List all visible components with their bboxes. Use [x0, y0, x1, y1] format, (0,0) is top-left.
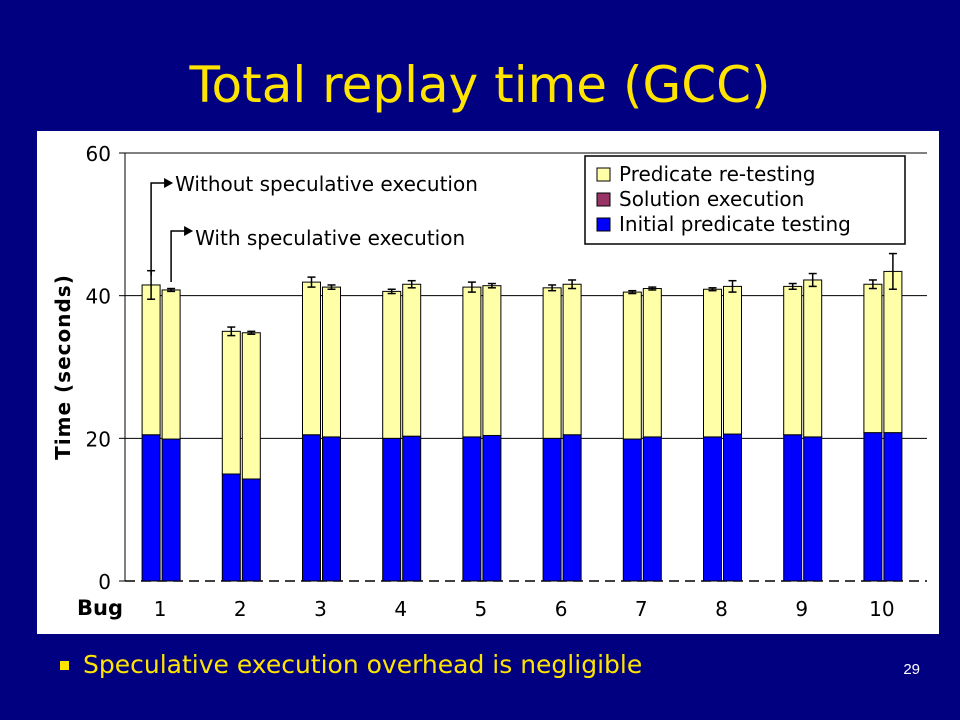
annotation-arrow-without	[150, 182, 166, 276]
bar-initial-predicate-testing	[723, 433, 742, 582]
stacked-bar-chart: 0 20 40 60 Time (seconds) Bug 1 2 3 4 5 6 7 8 9 10 Predi…	[51, 142, 927, 621]
x-tick-label: 9	[795, 597, 808, 621]
y-tick-label: 40	[86, 285, 111, 309]
bar-predicate-retesting	[382, 290, 402, 439]
bar-initial-predicate-testing	[783, 434, 803, 582]
annotation-arrowhead	[184, 226, 194, 236]
legend-label: Solution execution	[619, 187, 804, 211]
annotation-arrow-with	[170, 230, 186, 282]
chart-panel: 0 20 40 60 Time (seconds) Bug 1 2 3 4 5 6 7 8 9 10 Predi…	[37, 131, 939, 634]
bar-initial-predicate-testing	[803, 436, 823, 582]
bar-initial-predicate-testing	[221, 473, 241, 582]
bullet-text: Speculative execution overhead is neglig…	[83, 650, 643, 679]
x-tick-label: 4	[394, 597, 407, 621]
legend-label: Predicate re-testing	[619, 162, 815, 186]
bar-predicate-retesting	[141, 284, 161, 436]
x-tick-label: 2	[234, 597, 247, 621]
x-tick-label: 1	[154, 597, 167, 621]
bar-predicate-retesting	[803, 279, 823, 438]
x-tick-label: 3	[314, 597, 327, 621]
legend-label: Initial predicate testing	[619, 212, 851, 236]
bar-predicate-retesting	[642, 288, 662, 438]
bar-initial-predicate-testing	[863, 432, 883, 582]
bar-predicate-retesting	[783, 285, 803, 436]
bar-predicate-retesting	[161, 289, 181, 440]
y-tick-label: 0	[98, 570, 111, 594]
x-tick-label: 5	[475, 597, 488, 621]
y-axis-label: Time (seconds)	[51, 274, 75, 460]
legend-swatch	[596, 217, 611, 232]
bar-predicate-retesting	[482, 285, 502, 436]
bar-predicate-retesting	[462, 286, 482, 438]
bar-initial-predicate-testing	[161, 438, 181, 582]
bar-predicate-retesting	[883, 270, 903, 434]
bar-initial-predicate-testing	[322, 436, 341, 582]
bar-predicate-retesting	[402, 283, 422, 437]
bar-initial-predicate-testing	[462, 436, 482, 582]
bar-predicate-retesting	[241, 332, 261, 480]
bar-initial-predicate-testing	[703, 436, 722, 582]
bar-predicate-retesting	[562, 283, 582, 436]
bullet-square-icon	[60, 660, 69, 670]
annotation-with-speculation: With speculative execution	[195, 226, 465, 250]
bar-initial-predicate-testing	[622, 438, 642, 582]
legend-swatch	[596, 167, 611, 182]
x-tick-label: 10	[869, 597, 894, 621]
bar-predicate-retesting	[622, 291, 642, 440]
bar-initial-predicate-testing	[482, 434, 502, 582]
bar-initial-predicate-testing	[883, 432, 903, 582]
annotation-arrowhead	[164, 178, 174, 188]
legend-swatch	[596, 192, 611, 207]
bar-initial-predicate-testing	[642, 436, 662, 582]
bar-predicate-retesting	[703, 288, 722, 438]
legend-box	[584, 155, 906, 245]
bar-initial-predicate-testing	[402, 435, 422, 582]
bar-predicate-retesting	[302, 281, 321, 436]
bar-predicate-retesting	[322, 286, 341, 438]
x-axis-label: Bug	[77, 596, 123, 620]
bar-predicate-retesting	[542, 287, 562, 439]
x-tick-label: 7	[635, 597, 648, 621]
slide-number: 29	[903, 661, 920, 678]
bar-predicate-retesting	[863, 283, 883, 434]
bullet-point: Speculative execution overhead is neglig…	[60, 645, 642, 685]
x-tick-label: 8	[715, 597, 728, 621]
bar-initial-predicate-testing	[302, 434, 321, 582]
bar-initial-predicate-testing	[542, 437, 562, 582]
bar-predicate-retesting	[221, 330, 241, 475]
y-tick-label: 20	[86, 427, 111, 451]
x-tick-label: 6	[555, 597, 568, 621]
annotation-without-speculation: Without speculative execution	[175, 172, 478, 196]
y-tick-label: 60	[86, 142, 111, 166]
bar-initial-predicate-testing	[562, 434, 582, 582]
slide-title: Total replay time (GCC)	[189, 56, 771, 114]
bar-predicate-retesting	[723, 285, 742, 435]
bar-initial-predicate-testing	[241, 478, 261, 582]
bar-initial-predicate-testing	[141, 434, 161, 582]
bar-initial-predicate-testing	[382, 437, 402, 582]
